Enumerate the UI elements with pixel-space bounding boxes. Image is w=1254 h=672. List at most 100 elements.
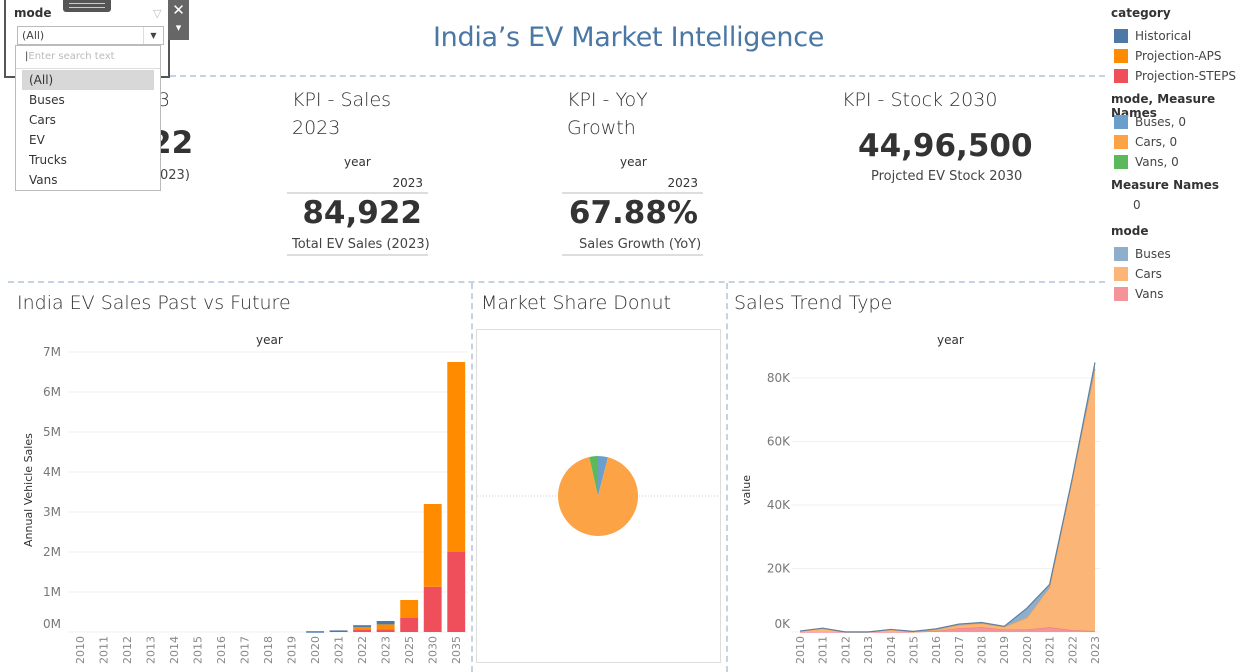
x-tick-label: 2014 xyxy=(885,636,898,664)
filter-option[interactable]: Vans xyxy=(29,173,58,187)
legend-item[interactable]: Cars, 0 xyxy=(1111,132,1254,152)
dashboard-title: India’s EV Market Intelligence xyxy=(433,22,825,53)
legend-item[interactable]: Vans xyxy=(1111,284,1254,304)
y-tick-label: 0M xyxy=(43,617,61,631)
legend-mode: mode Buses Cars Vans xyxy=(1111,224,1254,304)
kpi-sales-value: 84,922 xyxy=(302,195,422,231)
legend-item[interactable]: 0 xyxy=(1133,198,1141,212)
legend-measure-names: Measure Names 0 xyxy=(1111,178,1254,218)
kpi-rule xyxy=(287,254,428,256)
filter-option[interactable]: Cars xyxy=(29,113,56,127)
bar-segment xyxy=(447,552,466,632)
y-tick-label: 0K xyxy=(774,617,791,631)
filter-option[interactable]: Trucks xyxy=(29,153,67,167)
kpi-stock-value: 44,96,500 xyxy=(858,128,1033,164)
x-tick-label: 2010 xyxy=(74,636,87,664)
x-tick-label: 2015 xyxy=(191,636,204,664)
area-line-buses xyxy=(799,362,1096,633)
legend-mode-measure: mode, Measure Names Buses, 0 Cars, 0 Van… xyxy=(1111,92,1254,172)
legend-swatch xyxy=(1114,29,1128,43)
kpi-yoy-value: 67.88% xyxy=(568,195,698,231)
x-tick-label: 2021 xyxy=(333,636,346,664)
x-tick-label: 2018 xyxy=(262,636,275,664)
area-chart-title: Sales Trend Type xyxy=(734,292,893,314)
kpi-sales-year-header: year xyxy=(344,155,371,169)
y-tick-label: 1M xyxy=(43,585,61,599)
legend-item[interactable]: Projection-STEPS xyxy=(1111,66,1254,86)
legend-title: Measure Names xyxy=(1111,178,1220,192)
mode-filter-select[interactable]: (All) ▼ xyxy=(17,26,164,45)
y-tick-label: 80K xyxy=(767,371,791,385)
bar-segment xyxy=(400,618,419,632)
menu-dropdown-icon[interactable]: ▾ xyxy=(175,21,182,34)
filter-option[interactable]: (All) xyxy=(22,70,154,90)
legend-item[interactable]: Vans, 0 xyxy=(1111,152,1254,172)
legend-item[interactable]: Projection-APS xyxy=(1111,46,1254,66)
legend-swatch xyxy=(1114,155,1128,169)
legend-item[interactable]: Historical xyxy=(1111,26,1254,46)
y-tick-label: 3M xyxy=(43,505,61,519)
chevron-down-icon[interactable]: ▼ xyxy=(143,27,163,44)
bar-segment xyxy=(306,631,324,633)
x-tick-label: 2021 xyxy=(1044,636,1057,664)
legend-swatch xyxy=(1114,267,1128,281)
pie-chart[interactable] xyxy=(477,330,720,662)
pie-slice xyxy=(589,456,598,496)
bar-segment xyxy=(353,630,372,632)
bar-segment xyxy=(329,630,348,632)
filter-selected-value: (All) xyxy=(22,29,45,42)
y-tick-label: 4M xyxy=(43,465,61,479)
legend-swatch xyxy=(1114,247,1128,261)
area-series-cars xyxy=(800,369,1095,632)
filter-option[interactable]: Buses xyxy=(29,93,65,107)
y-tick-label: 5M xyxy=(43,425,61,439)
x-tick-label: 2019 xyxy=(286,636,299,664)
kpi-yoy-label: Sales Growth (YoY) xyxy=(579,237,702,252)
legend-item[interactable]: Buses xyxy=(1111,244,1254,264)
kpi-yoy-year: 2023 xyxy=(667,176,698,190)
x-tick-label: 2023 xyxy=(380,636,393,664)
x-tick-label: 2011 xyxy=(97,636,110,664)
x-tick-label: 2030 xyxy=(427,636,440,664)
legend-title: mode, Measure Names xyxy=(1111,92,1216,120)
divider xyxy=(726,283,728,672)
filter-option[interactable]: EV xyxy=(29,133,45,147)
x-tick-label: 2016 xyxy=(930,636,943,664)
bar-segment xyxy=(447,362,466,552)
x-tick-label: 2013 xyxy=(144,636,157,664)
kpi-yoy-year-header: year xyxy=(620,155,647,169)
kpi-hidden-label: 023) xyxy=(160,168,190,183)
kpi-rule xyxy=(562,254,703,256)
kpi-sales-title: KPI - Sales 2023 xyxy=(292,89,392,139)
x-tick-label: 2011 xyxy=(817,636,830,664)
drag-handle[interactable] xyxy=(63,0,111,12)
legend-item[interactable]: Buses, 0 xyxy=(1111,112,1254,132)
x-tick-label: 2013 xyxy=(862,636,875,664)
x-tick-label: 2016 xyxy=(215,636,228,664)
bar-segment xyxy=(400,600,419,618)
y-tick-label: 40K xyxy=(767,498,791,512)
legend-item[interactable]: Cars xyxy=(1111,264,1254,284)
legend-title: mode xyxy=(1111,224,1149,238)
bar-segment xyxy=(353,627,372,630)
funnel-icon[interactable]: ▽ xyxy=(153,7,162,20)
x-tick-label: 2017 xyxy=(953,636,966,664)
legend-swatch xyxy=(1114,69,1128,83)
filter-search-input[interactable]: |Enter search text xyxy=(16,46,160,69)
y-tick-label: 6M xyxy=(43,385,61,399)
bar-chart[interactable]: 0M 1M 2M 3M 4M 5M 6M 7M 2010 2011 2012 2013 2014 2015… xyxy=(0,340,470,672)
legend-title: category xyxy=(1111,6,1171,20)
bar-chart-header: year xyxy=(256,333,283,347)
kpi-stock-label: Projcted EV Stock 2030 xyxy=(871,169,1023,184)
kpi-rule xyxy=(287,192,428,194)
x-tick-label: 2018 xyxy=(976,636,989,664)
x-tick-label: 2015 xyxy=(907,636,920,664)
bar-segment xyxy=(423,504,442,587)
area-chart[interactable]: 0K 20K 40K 60K 80K 2010 2011 2012 2013 2014 2015 20… xyxy=(730,340,1100,672)
y-tick-label: 60K xyxy=(767,435,791,449)
legend-swatch xyxy=(1114,287,1128,301)
bar-segment xyxy=(423,586,442,632)
pie-chart-title: Market Share Donut xyxy=(481,292,672,314)
close-icon[interactable]: ✕ xyxy=(172,1,185,19)
x-tick-label: 2025 xyxy=(403,636,416,664)
